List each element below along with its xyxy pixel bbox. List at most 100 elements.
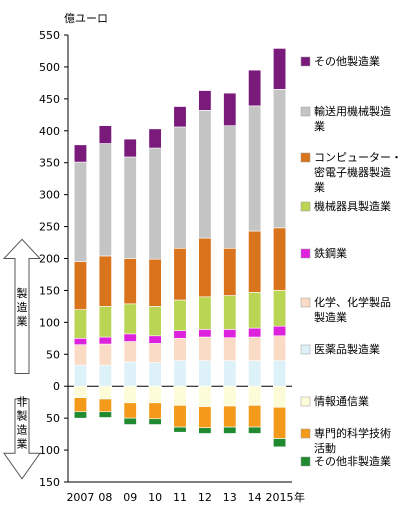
bar-segment [123,417,137,425]
bar-segment [123,333,137,342]
legend-label: その他製造業 [314,54,380,68]
x-tick-label: 14 [248,491,262,504]
bar-segment [73,338,87,346]
legend-label: 情報通信業 [314,395,369,408]
bar-segment [148,343,162,363]
y-tick-label: 500 [39,61,60,74]
bar-segment [123,138,137,158]
manufacturing-label-char: 造 [17,300,28,314]
bar-segment [198,296,212,330]
bar-segment [148,128,162,149]
bar-segment [198,110,212,239]
x-tick-label: 2007 [66,491,94,504]
y-tick-label: 550 [39,29,60,42]
bar-segment [148,402,162,420]
bar-segment [198,90,212,111]
bar-segment [173,330,187,339]
non-manufacturing-label-char: 業 [17,437,28,450]
bar-segment [123,402,137,419]
bar-segment [248,360,262,387]
bar-segment [148,362,162,387]
legend-label: コンピューター・精 [314,151,400,164]
legend-label: 活動 [314,441,336,455]
bar-segment [173,360,187,387]
y-tick-label: 50 [46,348,60,361]
manufacturing-label-char: 製 [17,286,28,300]
legend-label: 化学、化学製品 [314,295,391,309]
bar-segment [98,336,112,345]
x-tick-label: 10 [148,491,162,504]
bar-segment [98,143,112,257]
bar-segment [223,247,237,296]
legend-swatch [300,428,311,439]
legend-swatch [300,456,311,467]
bar-segment [248,336,262,361]
bar-segment [123,361,137,387]
bar-segment [98,343,112,366]
y-tick-label: 100 [39,444,60,457]
bar-segment [98,385,112,400]
bar-segment [98,364,112,387]
y-tick-label: 150 [39,284,60,297]
bar-segment [273,385,287,408]
x-axis-suffix: 年 [294,490,305,504]
y-tick-label: 300 [39,189,60,202]
bar-segment [73,309,87,339]
y-tick-label: 0 [53,380,60,393]
legend-swatch [300,248,311,259]
bar-segment [273,88,287,229]
bar-segment [198,329,212,338]
bar-segment [273,227,287,291]
y-tick-label: 350 [39,157,60,170]
legend-swatch [300,56,311,67]
bar-segment [223,385,237,407]
bar-segment [148,306,162,337]
bar-segment [273,335,287,361]
y-tick-label: 250 [39,221,60,234]
x-tick-labels: 2007 08 09 10 11 12 13 14 2015 [66,491,293,504]
bar-segment [273,438,287,448]
legend-label: 医薬品製造業 [314,342,380,356]
bar-segment [173,126,187,249]
legend-label: その他非製造業 [314,454,391,468]
bar-segment [73,411,87,419]
bar-segment [223,360,237,387]
bar-segment [173,338,187,361]
bar-segment [248,69,262,107]
bar-segment [273,406,287,439]
bar-segment [248,292,262,329]
bar-segment [73,385,87,399]
bar-segment [198,406,212,429]
bars-layer [73,48,287,448]
bar-segment [173,426,187,433]
bar-segment [98,125,112,144]
legend-swatch [300,201,311,212]
axis-layer: 1501005005010015020025030035040045050055… [39,29,292,489]
x-tick-label: 2015 [266,491,294,504]
legend-label: 業 [314,181,325,194]
bar-segment [123,385,137,404]
bar-segment [198,385,212,407]
bar-segment [273,360,287,387]
legend-label: 機械器具製造業 [314,199,391,213]
bar-segment [198,360,212,387]
bar-segment [73,261,87,310]
non-manufacturing-label-char: 製 [17,408,28,422]
bar-segment [223,329,237,338]
bar-segment [248,230,262,293]
bar-segment [173,405,187,428]
legend-label: 業 [314,120,325,133]
manufacturing-label-char: 業 [17,315,28,328]
bar-segment [98,255,112,307]
legend-swatch [300,152,311,163]
x-tick-label: 12 [198,491,212,504]
up-arrow [2,238,42,374]
y-tick-label: 150 [39,476,60,489]
y-tick-label: 50 [46,412,60,425]
legend: その他製造業輸送用機械製造業コンピューター・精密電子機器製造業機械器具製造業鉄鋼… [300,54,400,468]
y-tick-label: 100 [39,316,60,329]
bar-segment [223,92,237,126]
bar-segment [223,426,237,434]
bar-segment [98,411,112,418]
